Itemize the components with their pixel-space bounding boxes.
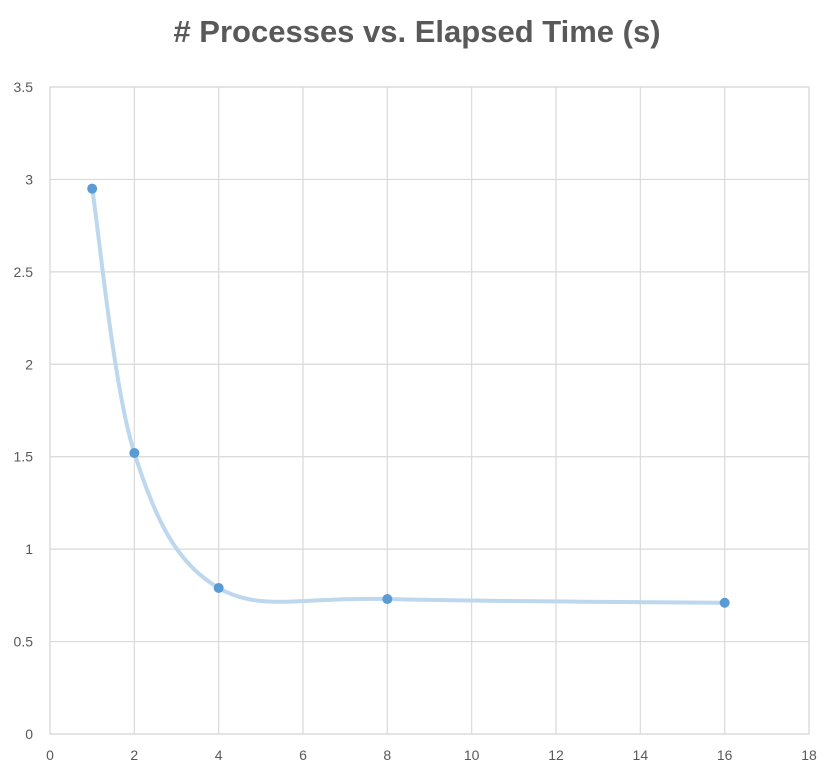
- x-tick-label: 10: [464, 747, 480, 763]
- data-point: [87, 183, 98, 194]
- x-tick-label: 14: [633, 747, 649, 763]
- data-point: [213, 582, 224, 593]
- x-tick-label: 6: [299, 747, 307, 763]
- chart-title: # Processes vs. Elapsed Time (s): [173, 14, 661, 49]
- y-tick-label: 2.5: [14, 264, 34, 280]
- y-tick-label: 3.5: [14, 79, 34, 95]
- data-point: [382, 594, 393, 605]
- series-line: [90, 186, 727, 605]
- x-tick-label: 4: [215, 747, 223, 763]
- y-tick-label: 2: [25, 356, 33, 372]
- y-tick-label: 3: [25, 171, 33, 187]
- data-point: [129, 448, 140, 459]
- x-tick-label: 12: [548, 747, 564, 763]
- x-tick-label: 8: [383, 747, 391, 763]
- y-tick-label: 0: [25, 726, 33, 742]
- x-tick-label: 0: [46, 747, 54, 763]
- x-tick-label: 16: [717, 747, 733, 763]
- y-tick-label: 1.5: [14, 449, 34, 465]
- x-tick-label: 2: [130, 747, 138, 763]
- x-tick-label: 18: [801, 747, 817, 763]
- y-tick-label: 1: [25, 541, 33, 557]
- plot-border: [49, 86, 810, 735]
- data-point: [719, 597, 730, 608]
- y-tick-label: 0.5: [14, 634, 34, 650]
